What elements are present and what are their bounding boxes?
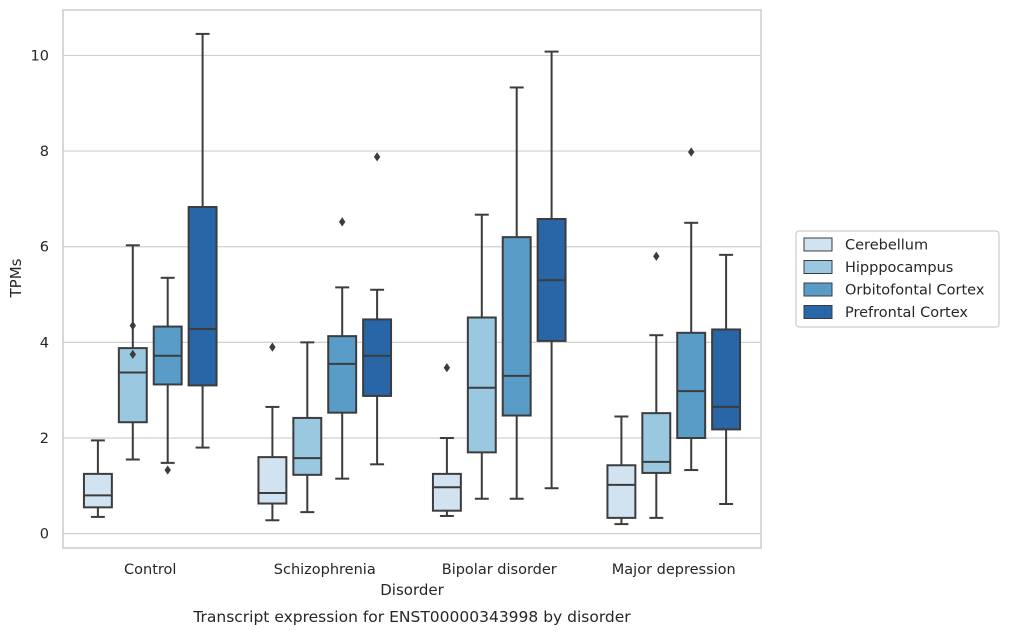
box	[362, 318, 393, 397]
outlier-point	[129, 321, 136, 331]
box-plot-hipppocampus	[117, 244, 148, 461]
box	[606, 464, 637, 519]
outlier-point	[129, 349, 136, 359]
y-tick-label: 8	[40, 144, 49, 160]
box-plot-orbitofontal-cortex	[327, 217, 358, 480]
legend-frame	[795, 230, 1000, 328]
box	[711, 328, 742, 431]
box	[117, 347, 148, 424]
box	[676, 331, 707, 440]
box	[641, 412, 672, 474]
box	[82, 472, 113, 509]
box-plot-cerebellum	[257, 342, 288, 522]
x-tick-label: Major depression	[612, 562, 736, 578]
box-plot-hipppocampus	[292, 341, 323, 514]
box-plot-cerebellum	[82, 439, 113, 518]
box	[431, 472, 462, 512]
box-plot-hipppocampus	[641, 251, 672, 519]
x-tick-label: Schizophrenia	[274, 562, 376, 578]
y-tick-label: 10	[31, 48, 49, 64]
box-plot-cerebellum	[606, 415, 637, 526]
box-plot-prefrontal-cortex	[187, 32, 218, 449]
outlier-point	[339, 217, 346, 227]
box	[466, 316, 497, 454]
box-plot-prefrontal-cortex	[362, 152, 393, 466]
box-plot-cerebellum	[431, 363, 462, 517]
y-tick-label: 6	[40, 240, 49, 256]
legend-label: Orbitofontal Cortex	[845, 283, 985, 299]
x-axis-label: Disorder	[380, 581, 444, 599]
box-plot-prefrontal-cortex	[536, 50, 567, 490]
box-plot-hipppocampus	[466, 213, 497, 500]
outlier-point	[688, 147, 695, 157]
x-tick-label: Control	[124, 562, 176, 578]
legend-swatch	[803, 237, 833, 252]
box	[257, 456, 288, 505]
box	[327, 335, 358, 414]
outlier-point	[373, 152, 381, 162]
box	[501, 236, 532, 417]
y-axis-label: TPMs	[7, 258, 25, 298]
y-axis-ticks: 0 2 4 6 8 10	[31, 48, 49, 542]
box-plot-orbitofontal-cortex	[676, 147, 707, 472]
legend-swatch	[803, 260, 833, 274]
x-tick-label: Bipolar disorder	[442, 562, 557, 578]
plot-frame	[62, 9, 762, 549]
legend-label: Prefrontal Cortex	[845, 305, 968, 321]
legend-swatch	[803, 305, 833, 319]
box-plot-area	[82, 32, 742, 526]
outlier-point	[653, 251, 660, 261]
legend-label: Hipppocampus	[845, 260, 953, 276]
legend-label: Cerebellum	[845, 238, 928, 254]
box	[292, 416, 323, 476]
legend-swatch	[803, 282, 833, 297]
outlier-point	[164, 465, 171, 475]
box	[187, 206, 218, 387]
box-plot-orbitofontal-cortex	[501, 86, 532, 500]
chart-caption: Transcript expression for ENST0000034399…	[192, 608, 631, 626]
outlier-point	[443, 363, 451, 373]
box-plot-orbitofontal-cortex	[152, 276, 183, 475]
y-tick-label: 0	[40, 527, 49, 543]
box-plot-prefrontal-cortex	[711, 253, 742, 506]
x-axis-ticks: Control Schizophrenia Bipolar disorder Majo…	[124, 562, 736, 578]
y-tick-label: 2	[40, 431, 49, 447]
legend: Cerebellum Hipppocampus Orbitofontal Corte…	[795, 230, 1000, 328]
y-tick-label: 4	[40, 335, 49, 351]
outlier-point	[269, 342, 276, 352]
